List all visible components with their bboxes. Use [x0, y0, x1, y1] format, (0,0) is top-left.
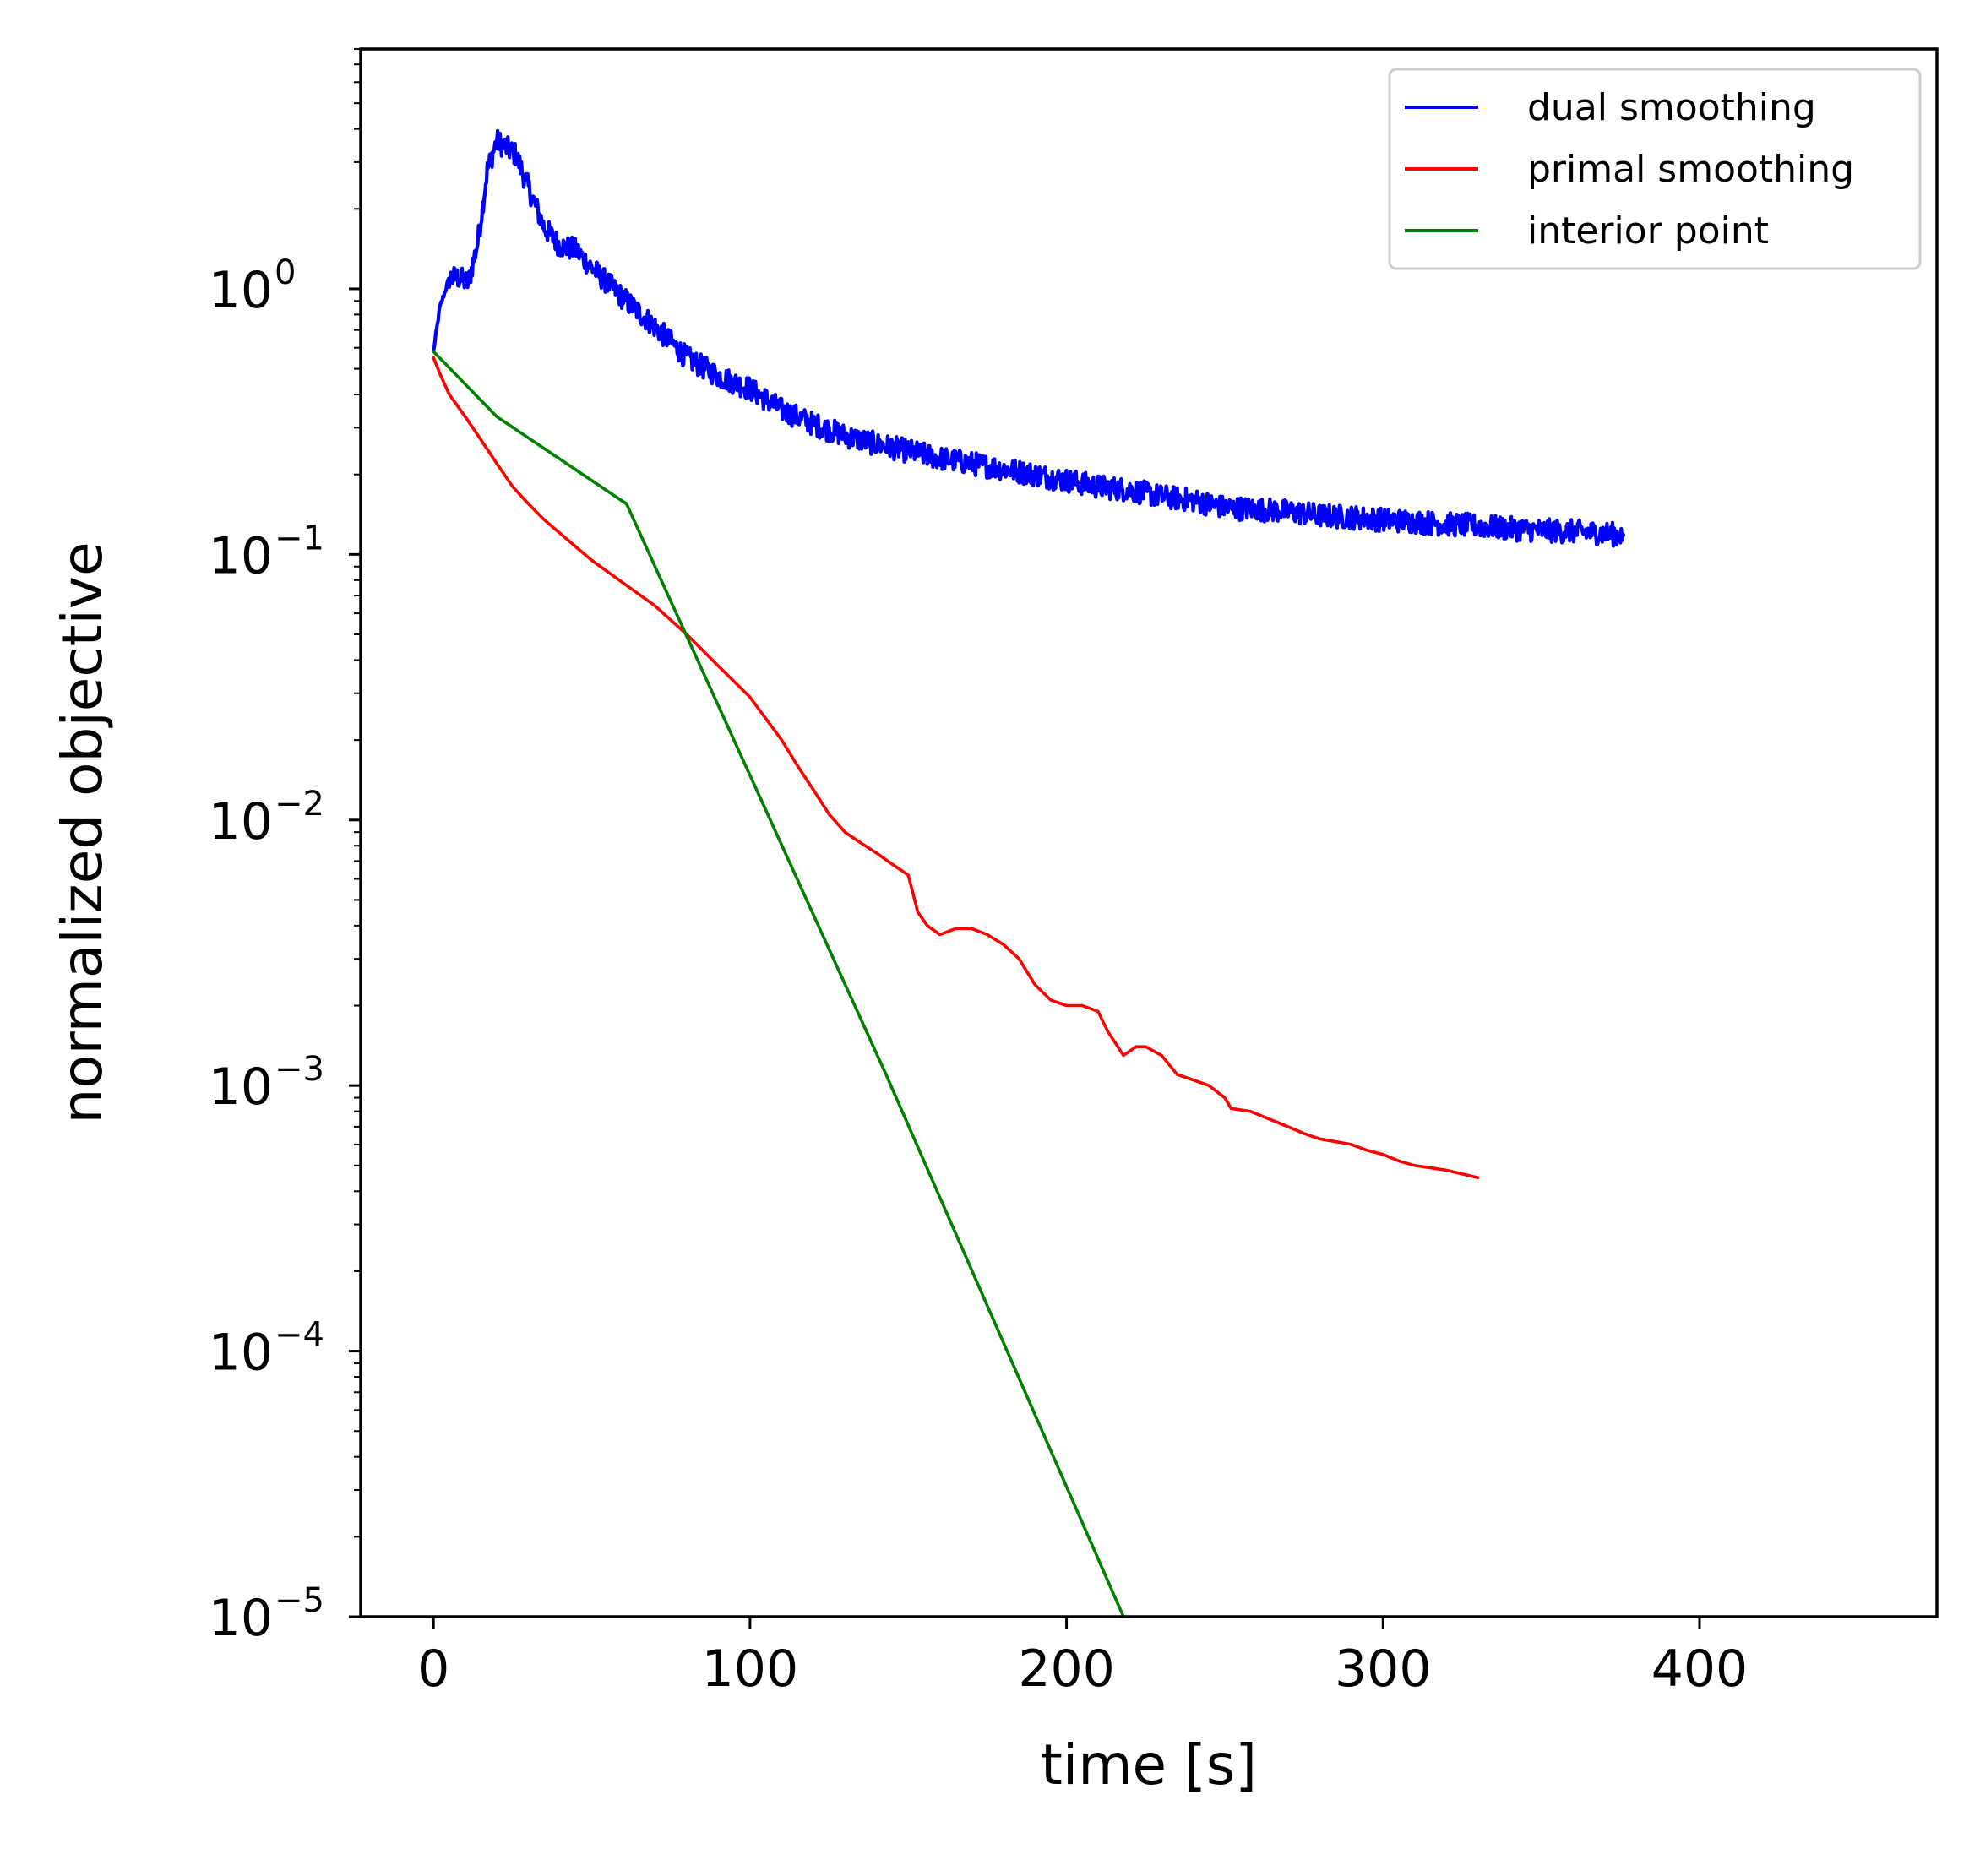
legend-box [1388, 68, 1922, 270]
y-tick-exponent-−2: −2 [275, 785, 324, 824]
y-tick-label-−2: 10 [209, 792, 273, 851]
y-tick-exponent-−3: −3 [275, 1050, 324, 1089]
y-tick-label-−1: 10 [209, 526, 273, 585]
x-tick-label-400: 400 [1651, 1639, 1749, 1699]
legend-label-dual-smoothing: dual smoothing [1527, 86, 1816, 129]
y-axis-label: normalized objective [50, 541, 115, 1123]
y-tick-label-−4: 10 [209, 1324, 273, 1383]
plot-frame [359, 47, 1939, 1618]
x-tick-label-0: 0 [417, 1639, 449, 1699]
series-line-interior-point [432, 350, 1125, 1617]
series-layer [432, 128, 1626, 1617]
x-axis-label: time [s] [1041, 1732, 1257, 1797]
x-tick-label-300: 300 [1335, 1639, 1432, 1699]
y-tick-label-−3: 10 [209, 1058, 273, 1117]
legend-label-primal-smoothing: primal smoothing [1527, 148, 1854, 191]
y-tick-exponent-−1: −1 [275, 519, 324, 557]
series-line-dual-smoothing [432, 128, 1626, 548]
legend: dual smoothing primal smoothing interior p… [1388, 68, 1922, 270]
series-line-primal-smoothing [432, 356, 1480, 1179]
legend-label-interior-point: interior point [1527, 209, 1769, 253]
y-tick-exponent-−5: −5 [275, 1581, 324, 1620]
y-tick-label-−5: 10 [209, 1589, 273, 1648]
x-tick-label-100: 100 [702, 1639, 799, 1699]
y-tick-label-0: 10 [209, 261, 273, 320]
y-tick-exponent-0: 0 [275, 253, 296, 292]
x-tick-label-200: 200 [1018, 1639, 1115, 1699]
y-tick-exponent-−4: −4 [275, 1316, 324, 1355]
